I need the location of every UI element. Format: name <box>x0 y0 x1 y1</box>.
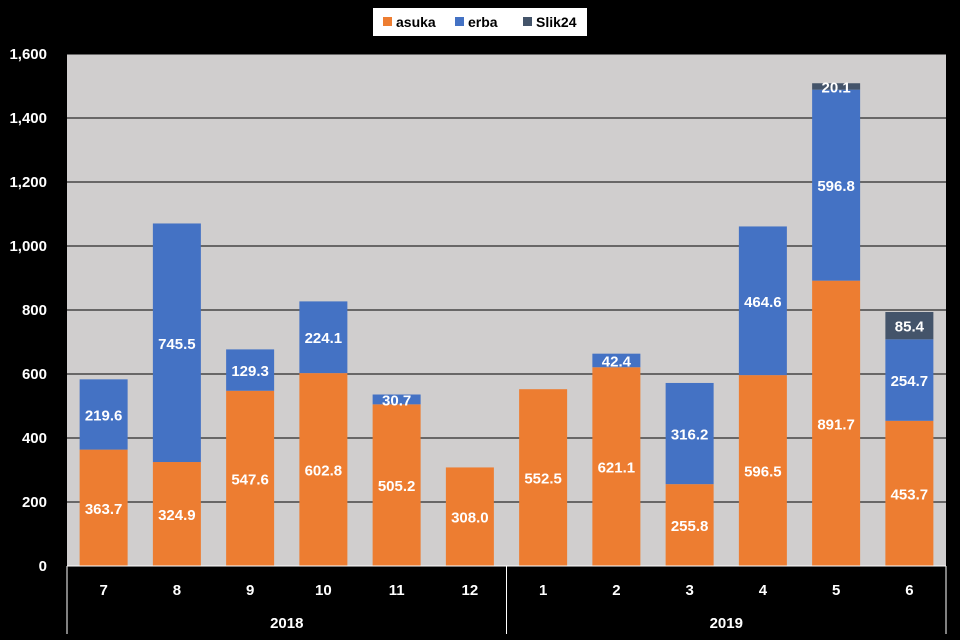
group-label: 2019 <box>710 615 743 632</box>
bar-asuka <box>445 467 494 566</box>
data-label: 308.0 <box>451 510 489 527</box>
bar-asuka <box>79 449 128 566</box>
x-tick-label: 7 <box>99 582 107 599</box>
bar-asuka <box>812 280 861 566</box>
bar-asuka <box>519 389 568 566</box>
data-label: 596.5 <box>744 464 782 481</box>
data-label: 453.7 <box>891 486 929 503</box>
y-tick-label: 1,200 <box>9 174 47 191</box>
bar-Slik24 <box>812 83 861 90</box>
x-tick-label: 9 <box>246 582 254 599</box>
bar-asuka <box>372 404 421 566</box>
legend-swatch-Slik24 <box>523 17 532 26</box>
bar-asuka <box>592 367 641 566</box>
bar-Slik24 <box>885 311 934 340</box>
data-label: 129.3 <box>231 363 269 380</box>
data-label: 20.1 <box>822 79 851 96</box>
y-tick-label: 1,600 <box>9 46 47 63</box>
legend: asuka erba Slik24 <box>373 8 587 36</box>
y-tick-label: 0 <box>39 558 47 575</box>
data-label: 552.5 <box>524 471 562 488</box>
x-tick-label: 5 <box>832 582 840 599</box>
data-label: 505.2 <box>378 478 416 495</box>
x-tick-label: 11 <box>389 582 405 599</box>
data-label: 621.1 <box>598 460 636 477</box>
x-tick-label: 2 <box>612 582 620 599</box>
bar-asuka <box>665 484 714 566</box>
bar-erba <box>592 353 641 368</box>
data-label: 254.7 <box>891 373 929 390</box>
y-tick-label: 600 <box>22 366 47 383</box>
data-label: 324.9 <box>158 507 196 524</box>
bar-erba <box>885 339 934 421</box>
x-tick-label: 6 <box>905 582 913 599</box>
data-label: 891.7 <box>817 416 855 433</box>
x-tick-label: 8 <box>173 582 181 599</box>
data-label: 596.8 <box>817 178 855 195</box>
data-label: 219.6 <box>85 407 123 424</box>
data-label: 464.6 <box>744 294 782 311</box>
bar-asuka <box>885 420 934 566</box>
bar-erba <box>812 89 861 281</box>
data-label: 224.1 <box>305 330 343 347</box>
bar-erba <box>738 226 787 376</box>
bar-asuka <box>738 375 787 566</box>
bar-erba <box>152 223 201 463</box>
x-tick-label: 3 <box>685 582 693 599</box>
plot-area: 02004006008001,0001,2001,4001,600363.721… <box>9 46 947 634</box>
x-tick-label: 4 <box>759 582 768 599</box>
x-tick-label: 10 <box>315 582 332 599</box>
data-label: 255.8 <box>671 518 709 535</box>
data-label: 316.2 <box>671 427 709 444</box>
y-tick-label: 1,400 <box>9 110 47 127</box>
data-label: 30.7 <box>382 392 411 409</box>
legend-swatch-erba <box>455 17 464 26</box>
group-label: 2018 <box>270 615 303 632</box>
y-tick-label: 400 <box>22 430 47 447</box>
bar-erba <box>226 349 275 391</box>
legend-box <box>373 8 587 36</box>
legend-label-erba: erba <box>468 14 498 30</box>
bar-erba <box>79 379 128 450</box>
bar-asuka <box>226 390 275 566</box>
y-tick-label: 800 <box>22 302 47 319</box>
x-tick-label: 1 <box>539 582 547 599</box>
data-label: 745.5 <box>158 336 196 353</box>
data-label: 42.4 <box>602 353 632 370</box>
y-tick-label: 200 <box>22 494 47 511</box>
data-label: 363.7 <box>85 501 123 518</box>
bar-erba <box>299 301 348 374</box>
data-label: 85.4 <box>895 319 925 336</box>
bar-asuka <box>152 462 201 566</box>
bar-erba <box>665 382 714 485</box>
bar-asuka <box>299 373 348 566</box>
legend-swatch-asuka <box>383 17 392 26</box>
data-label: 602.8 <box>305 463 343 480</box>
y-tick-label: 1,000 <box>9 238 47 255</box>
legend-label-Slik24: Slik24 <box>536 14 577 30</box>
data-label: 547.6 <box>231 471 269 488</box>
x-tick-label: 12 <box>462 582 479 599</box>
bar-erba <box>372 394 421 405</box>
legend-label-asuka: asuka <box>396 14 436 30</box>
